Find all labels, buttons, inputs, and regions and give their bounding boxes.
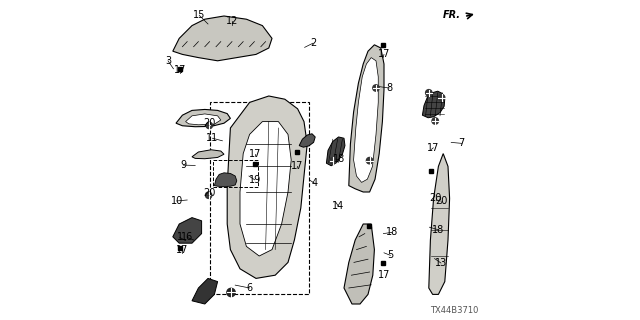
Text: 11: 11 (206, 133, 219, 143)
Circle shape (227, 288, 236, 297)
Polygon shape (186, 114, 221, 125)
Text: 17: 17 (173, 65, 186, 75)
Text: 7: 7 (459, 138, 465, 148)
Text: 18: 18 (333, 154, 345, 164)
Text: 8: 8 (386, 83, 392, 93)
Polygon shape (344, 224, 374, 304)
Circle shape (432, 118, 438, 124)
Text: 18: 18 (386, 227, 399, 237)
Text: 9: 9 (180, 160, 186, 170)
Text: 20: 20 (429, 193, 442, 203)
Text: 17: 17 (378, 49, 390, 60)
Polygon shape (300, 134, 315, 147)
Polygon shape (192, 278, 218, 304)
Circle shape (426, 90, 432, 96)
Polygon shape (429, 154, 450, 294)
Text: 4: 4 (311, 178, 317, 188)
Circle shape (205, 192, 212, 198)
Polygon shape (326, 137, 345, 166)
Polygon shape (173, 218, 202, 243)
Text: 17: 17 (378, 270, 390, 280)
Polygon shape (214, 173, 237, 187)
Text: 5: 5 (387, 250, 394, 260)
Text: 20: 20 (435, 196, 447, 206)
Text: 2: 2 (310, 38, 316, 48)
Text: 17: 17 (291, 161, 304, 172)
Text: 13: 13 (435, 258, 447, 268)
Text: 12: 12 (226, 16, 238, 26)
Polygon shape (422, 91, 445, 118)
Text: 19: 19 (248, 175, 261, 185)
Polygon shape (240, 122, 291, 256)
Text: FR.: FR. (443, 10, 461, 20)
Text: 17: 17 (249, 149, 262, 159)
Circle shape (372, 85, 379, 91)
Text: 18: 18 (432, 225, 445, 235)
Circle shape (367, 157, 372, 164)
Polygon shape (176, 109, 230, 127)
Text: 17: 17 (427, 143, 440, 153)
Polygon shape (227, 96, 307, 278)
Polygon shape (192, 150, 224, 159)
Circle shape (206, 122, 212, 129)
Text: 17: 17 (175, 245, 188, 255)
Polygon shape (354, 58, 378, 182)
Text: 15: 15 (193, 10, 205, 20)
Polygon shape (173, 16, 272, 61)
Text: 20: 20 (203, 188, 216, 198)
Text: 20: 20 (203, 118, 215, 128)
Text: 16: 16 (181, 232, 193, 243)
Circle shape (330, 157, 336, 164)
Text: 1: 1 (177, 232, 183, 243)
Text: 3: 3 (165, 56, 171, 66)
Polygon shape (349, 45, 384, 192)
Circle shape (438, 94, 445, 101)
Text: 10: 10 (170, 196, 183, 206)
Text: 6: 6 (246, 283, 253, 293)
Text: TX44B3710: TX44B3710 (430, 306, 479, 315)
Text: 14: 14 (332, 201, 345, 212)
